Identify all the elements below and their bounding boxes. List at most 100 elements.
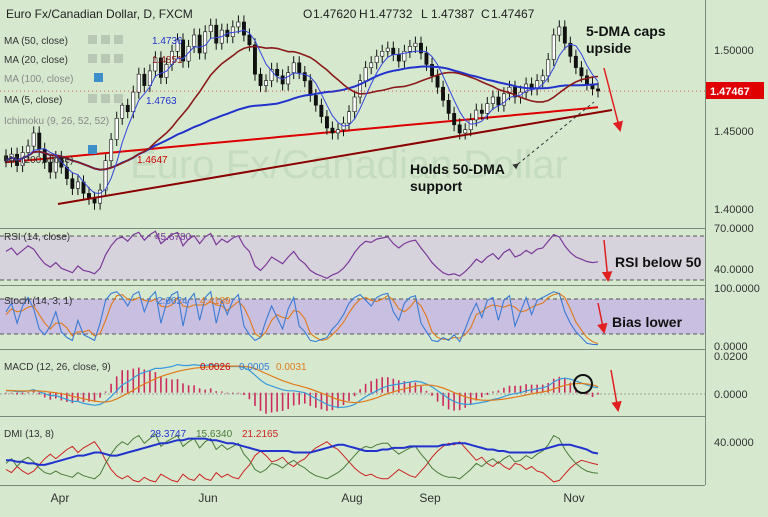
- macd-crossover-circle: [573, 374, 593, 394]
- price-tick: 1.50000: [714, 45, 754, 57]
- legend-settings-icon[interactable]: [101, 54, 110, 63]
- annotation-stoch: Bias lower: [612, 314, 683, 330]
- candle-body: [485, 103, 490, 114]
- dmi-label: DMI (13, 8): [4, 429, 54, 440]
- candle-body: [330, 127, 335, 134]
- legend-label: MA (50, close): [4, 36, 68, 47]
- macd-hist-bar: [138, 367, 140, 393]
- macd-hist-bar: [475, 392, 478, 401]
- rsi-label: RSI (14, close): [4, 232, 70, 243]
- macd-hist-bar: [237, 392, 240, 394]
- macd-hist-bar: [359, 389, 361, 393]
- macd-hist-bar: [287, 392, 289, 409]
- macd-hist-bar: [304, 392, 306, 404]
- legend-close-icon[interactable]: [114, 35, 123, 44]
- candle-body: [457, 124, 462, 134]
- macd-signal-value: 0.0005: [239, 362, 270, 373]
- candle-body: [540, 75, 545, 82]
- macd-hist-bar: [154, 372, 157, 393]
- ma5-line: [5, 29, 599, 194]
- macd-value: 0.0026: [200, 362, 231, 373]
- candle-body: [374, 55, 379, 64]
- candle-body: [280, 75, 285, 85]
- candle-body: [308, 80, 313, 96]
- macd-hist-bar: [508, 385, 511, 393]
- macd-hist-bar: [436, 392, 439, 402]
- candle-body: [546, 59, 551, 77]
- macd-hist-bar: [104, 391, 107, 393]
- macd-hist-bar: [82, 392, 85, 402]
- legend-visibility-icon[interactable]: [88, 145, 97, 154]
- candle-body: [596, 88, 601, 92]
- stoch-series: [5, 290, 599, 346]
- macd-hist-bar: [558, 376, 561, 393]
- macd-hist-bar: [259, 392, 262, 411]
- macd-hist-bar: [425, 390, 428, 393]
- macd-hist-bar: [215, 391, 217, 393]
- macd-hist-bar: [165, 378, 168, 393]
- legend-eye-icon[interactable]: [88, 54, 97, 63]
- macd-hist-bar: [597, 392, 599, 395]
- macd-hist-bar: [519, 385, 522, 393]
- ma200-line: [5, 106, 599, 164]
- macd-hist-bar: [331, 392, 334, 411]
- candle-body: [264, 80, 268, 86]
- macd-hist-bar: [514, 385, 516, 393]
- macd-hist-bar: [32, 390, 35, 393]
- dmi-panel-bg: [0, 417, 705, 485]
- candle-body: [568, 42, 573, 57]
- legend-label: MA (20, close): [4, 55, 68, 66]
- candle-body: [452, 113, 457, 126]
- candle-body: [242, 21, 246, 36]
- ohlc-high-label: H: [359, 7, 368, 21]
- candle-body: [175, 39, 180, 52]
- candle-body: [446, 100, 451, 114]
- macd-hist-bar: [292, 392, 295, 406]
- macd-hist-bar: [276, 392, 278, 412]
- ohlc-close-label: C: [481, 7, 490, 21]
- stoch-tick: 0.0000: [714, 341, 748, 353]
- macd-hist-bar: [486, 392, 489, 395]
- legend-close-icon[interactable]: [114, 54, 123, 63]
- ohlc-high: 1.47732: [369, 7, 413, 21]
- candle-body: [352, 96, 357, 112]
- macd-hist-bar: [337, 392, 339, 409]
- candle-body: [402, 50, 407, 62]
- candle-body: [253, 44, 257, 75]
- legend-label: Ichimoku (9, 26, 52, 52): [4, 116, 109, 127]
- macd-hist-bar: [221, 391, 223, 393]
- candle-body: [275, 69, 280, 77]
- candle-body: [147, 70, 152, 86]
- x-tick: Nov: [563, 491, 584, 505]
- macd-hist-bar: [525, 384, 527, 393]
- candle-body: [319, 104, 324, 117]
- macd-hist-bar: [447, 392, 450, 410]
- stoch-tick: 100.0000: [714, 283, 760, 295]
- candle-body: [430, 64, 434, 77]
- legend-eye-icon[interactable]: [88, 35, 97, 44]
- legend-visibility-icon[interactable]: [94, 73, 103, 82]
- macd-hist-bar: [342, 392, 345, 406]
- macd-hist-bar: [176, 379, 179, 393]
- legend-settings-icon[interactable]: [101, 35, 110, 44]
- annotation-rsi: RSI below 50: [615, 254, 702, 270]
- macd-hist-bar: [198, 388, 201, 393]
- x-tick: Aug: [341, 491, 362, 505]
- candle-body: [214, 24, 219, 44]
- price-axis-bg: [705, 0, 768, 485]
- macd-hist-bar: [71, 392, 74, 404]
- legend-eye-icon[interactable]: [88, 94, 97, 103]
- rsi-line: [5, 230, 599, 279]
- macd-hist-bar: [464, 392, 466, 408]
- macd-hist-bar: [93, 392, 96, 402]
- candle-body: [42, 149, 47, 163]
- macd-hist-bar: [143, 369, 146, 393]
- macd-hist-bar: [171, 379, 173, 393]
- legend-controls[interactable]: [88, 35, 123, 154]
- macd-hist-bar: [431, 392, 433, 396]
- ma20-line: [5, 45, 599, 171]
- macd-hist-bar: [10, 392, 13, 394]
- x-tick: Sep: [419, 491, 441, 505]
- legend-settings-icon[interactable]: [101, 94, 110, 103]
- legend-close-icon[interactable]: [114, 94, 123, 103]
